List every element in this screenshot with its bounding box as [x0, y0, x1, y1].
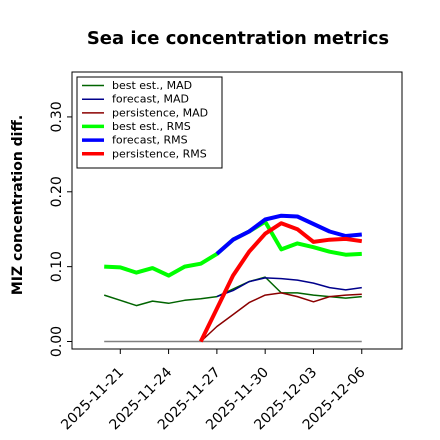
y-tick-label: 0.10: [49, 251, 65, 282]
legend-label-best-est-rms: best est., RMS: [112, 120, 191, 133]
series-line-persistence-mad: [200, 292, 362, 343]
legend-label-best-est-mad: best est., MAD: [112, 79, 192, 92]
legend-box: [76, 76, 223, 169]
series-line-forecast-rms: [215, 213, 362, 256]
y-tick-label: 0.20: [49, 176, 65, 207]
legend-label-forecast-mad: forecast, MAD: [112, 93, 189, 106]
legend-label-forecast-rms: forecast, RMS: [112, 134, 188, 147]
series-line-forecast-mad: [216, 277, 362, 298]
series-line-best-est-mad: [103, 276, 362, 307]
plot-frame: [71, 71, 403, 350]
y-tick-label: 0.00: [49, 326, 65, 357]
legend-label-persistence-mad: persistence, MAD: [112, 106, 208, 119]
series-line-persistence-rms: [199, 221, 363, 343]
legend-label-persistence-rms: persistence, RMS: [112, 147, 207, 160]
y-tick-label: 0.30: [49, 101, 65, 132]
y-axis-label: MIZ concentration diff.: [10, 115, 26, 295]
chart-title: Sea ice concentration metrics: [87, 28, 389, 49]
